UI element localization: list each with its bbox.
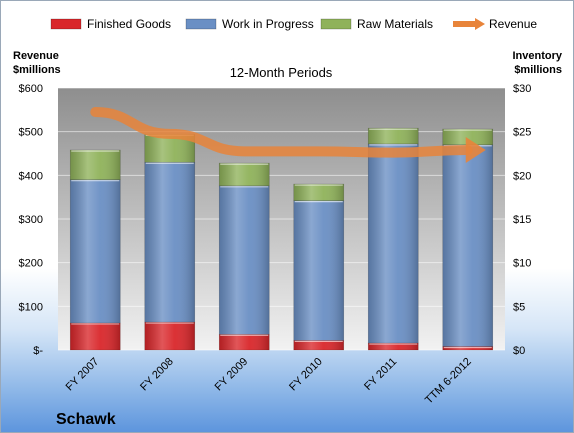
left-tick-label: $200 xyxy=(19,258,43,270)
bar-segment-shine xyxy=(368,128,419,144)
bar-segment-shine xyxy=(293,340,344,350)
legend: Finished Goods Work in Progress Raw Materi… xyxy=(50,17,537,31)
left-axis-ticks: $- $100 $200 $300 $400 $500 $600 xyxy=(19,83,44,357)
bar-segment-shine xyxy=(293,184,344,201)
left-tick-label: $- xyxy=(33,345,43,357)
left-tick-label: $300 xyxy=(19,214,43,226)
legend-swatch-arrowhead xyxy=(475,18,485,30)
bar-segment-shine xyxy=(368,143,419,344)
right-tick-label: $5 xyxy=(513,301,525,313)
bar-segment-shine xyxy=(70,179,121,323)
revenue-line-arrowhead xyxy=(465,137,486,164)
legend-label: Raw Materials xyxy=(357,17,433,31)
x-tick-label: TTM 6-2012 xyxy=(423,356,474,407)
bar-segment-shine xyxy=(219,334,270,350)
right-tick-label: $25 xyxy=(513,127,531,139)
left-tick-label: $400 xyxy=(19,170,43,182)
bar-segment-shine xyxy=(219,185,270,335)
legend-swatch xyxy=(320,18,352,30)
left-tick-label: $600 xyxy=(19,83,43,95)
bar-segment-shine xyxy=(368,343,419,350)
right-axis-label-line2: $millions xyxy=(514,64,562,76)
company-name: Schawk xyxy=(56,411,116,428)
x-tick-label: FY 2007 xyxy=(64,356,102,394)
x-tick-label: FY 2009 xyxy=(213,356,251,394)
bar-segment-shine xyxy=(442,129,493,145)
bar-segment-shine xyxy=(144,322,195,350)
right-tick-label: $10 xyxy=(513,258,531,270)
gridlines xyxy=(58,87,505,351)
bar-segment-shine xyxy=(219,163,270,186)
right-axis-label-line1: Inventory xyxy=(512,50,562,62)
bar-segment-shine xyxy=(144,162,195,323)
bar-segment-shine xyxy=(70,150,121,180)
revenue-line xyxy=(90,107,486,164)
right-tick-label: $0 xyxy=(513,345,525,357)
plot-title: 12-Month Periods xyxy=(230,65,333,80)
left-axis-label-line1: Revenue xyxy=(13,50,59,62)
legend-label: Revenue xyxy=(489,17,537,31)
left-tick-label: $100 xyxy=(19,301,43,313)
bar-stacks xyxy=(69,127,494,351)
bar-segment-shine xyxy=(442,144,493,347)
bar-segment-shine xyxy=(442,346,493,350)
x-tick-label: FY 2008 xyxy=(138,356,176,394)
x-tick-label: FY 2010 xyxy=(287,356,325,394)
legend-swatch xyxy=(50,18,82,30)
right-axis-ticks: $0 $5 $10 $15 $20 $25 $30 xyxy=(513,83,531,357)
right-tick-label: $30 xyxy=(513,83,531,95)
x-axis-ticks: FY 2007 FY 2008 FY 2009 FY 2010 FY 2011 TTM 6… xyxy=(64,356,474,407)
x-tick-label: FY 2011 xyxy=(362,356,399,393)
left-tick-label: $500 xyxy=(19,127,43,139)
bar-segment-shine xyxy=(293,200,344,341)
right-tick-label: $20 xyxy=(513,170,531,182)
legend-label: Finished Goods xyxy=(87,17,171,31)
right-tick-label: $15 xyxy=(513,214,531,226)
bar-segment-shine xyxy=(70,322,121,350)
revenue-line-path xyxy=(90,107,473,158)
legend-label: Work in Progress xyxy=(222,17,314,31)
left-axis-label-line2: $millions xyxy=(13,64,61,76)
legend-swatch xyxy=(185,18,217,30)
